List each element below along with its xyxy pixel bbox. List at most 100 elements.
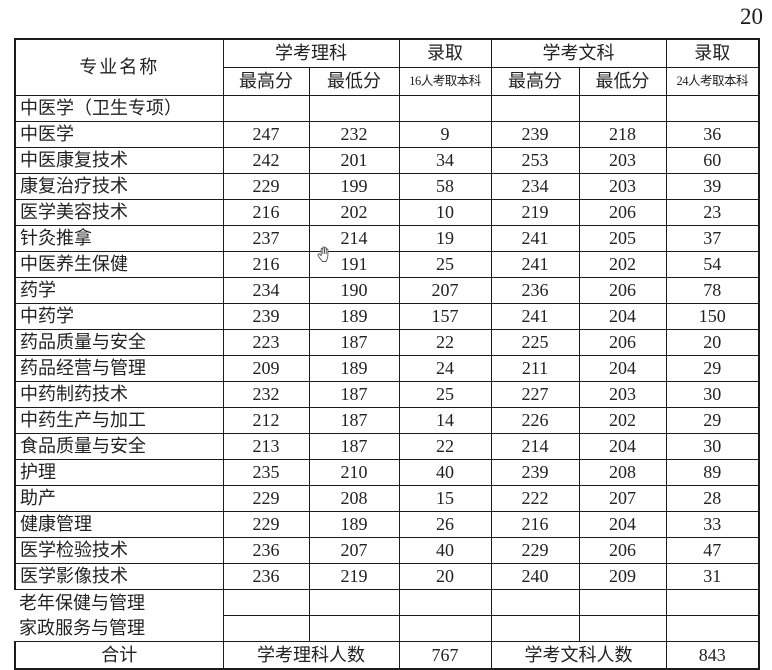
score-cell: 157 xyxy=(398,303,492,330)
score-cell: 10 xyxy=(398,199,492,226)
science-count-value: 767 xyxy=(398,641,492,670)
table-row: 中药生产与加工 212 187 14 226 202 29 xyxy=(14,407,760,434)
score-cell: 239 xyxy=(222,303,310,330)
score-cell: 214 xyxy=(308,225,400,252)
score-cell: 206 xyxy=(578,537,667,564)
score-cell: 9 xyxy=(398,121,492,148)
table-row: 中药学 239 189 157 241 204 150 xyxy=(14,303,760,330)
score-cell: 89 xyxy=(665,459,760,486)
program-name-cell: 医学影像技术 xyxy=(14,563,224,590)
score-cell: 229 xyxy=(222,485,310,512)
header-arts-group: 学考文科 xyxy=(490,38,667,68)
table-row: 食品质量与安全 213 187 22 214 204 30 xyxy=(14,433,760,460)
score-cell: 20 xyxy=(665,329,760,356)
header-arts-min: 最低分 xyxy=(578,67,667,96)
score-cell: 150 xyxy=(665,303,760,330)
table-footer: 合计 学考理科人数 767 学考文科人数 843 xyxy=(14,641,760,670)
table-row: 中药制药技术 232 187 25 227 203 30 xyxy=(14,381,760,408)
score-cell: 28 xyxy=(665,485,760,512)
score-cell: 22 xyxy=(398,433,492,460)
score-cell: 187 xyxy=(308,407,400,434)
score-cell: 227 xyxy=(490,381,580,408)
score-cell: 14 xyxy=(398,407,492,434)
score-cell: 187 xyxy=(308,381,400,408)
score-cell: 219 xyxy=(490,199,580,226)
score-cell: 24 xyxy=(398,355,492,382)
score-cell xyxy=(490,589,580,616)
score-cell xyxy=(490,615,580,642)
score-cell: 241 xyxy=(490,303,580,330)
score-cell: 253 xyxy=(490,147,580,174)
score-cell: 54 xyxy=(665,251,760,278)
score-cell: 225 xyxy=(490,329,580,356)
score-cell: 187 xyxy=(308,433,400,460)
program-name-cell: 医学检验技术 xyxy=(14,537,224,564)
score-cell: 229 xyxy=(490,537,580,564)
score-cell: 201 xyxy=(308,147,400,174)
program-name-cell: 中医学 xyxy=(14,121,224,148)
score-cell: 78 xyxy=(665,277,760,304)
score-cell: 23 xyxy=(665,199,760,226)
table-row: 中医学（卫生专项） xyxy=(14,95,760,122)
program-name-cell: 助产 xyxy=(14,485,224,512)
program-name-cell: 中药学 xyxy=(14,303,224,330)
score-cell: 218 xyxy=(578,121,667,148)
score-cell: 207 xyxy=(578,485,667,512)
header-arts-max: 最高分 xyxy=(490,67,580,96)
score-cell: 216 xyxy=(222,199,310,226)
program-name-cell: 药品经营与管理 xyxy=(14,355,224,382)
score-cell: 207 xyxy=(308,537,400,564)
table-body: 中医学（卫生专项） 中医学 247 232 9 239 218 36 中医康复技术 242 201 3… xyxy=(14,95,760,642)
program-name-cell: 药学 xyxy=(14,277,224,304)
score-cell xyxy=(398,615,492,642)
score-cell: 29 xyxy=(665,355,760,382)
score-cell: 34 xyxy=(398,147,492,174)
table-row: 药品经营与管理 209 189 24 211 204 29 xyxy=(14,355,760,382)
arts-count-value: 843 xyxy=(665,641,760,670)
header-science-max: 最高分 xyxy=(222,67,310,96)
score-cell xyxy=(222,615,310,642)
score-cell: 206 xyxy=(578,329,667,356)
score-cell: 219 xyxy=(308,563,400,590)
page-number: 20 xyxy=(740,4,763,29)
score-cell: 209 xyxy=(578,563,667,590)
score-cell: 239 xyxy=(490,121,580,148)
score-cell: 241 xyxy=(490,225,580,252)
total-row: 合计 学考理科人数 767 学考文科人数 843 xyxy=(14,641,760,670)
score-cell xyxy=(665,589,760,616)
score-cell xyxy=(308,95,400,122)
table-row xyxy=(15,615,760,642)
score-cell: 30 xyxy=(665,433,760,460)
score-cell: 208 xyxy=(308,485,400,512)
table-header: 专业名称 学考理科 录取 学考文科 录取 最高分 最低分 16人考取本科 最高分… xyxy=(14,38,760,96)
score-cell: 216 xyxy=(222,251,310,278)
score-cell: 31 xyxy=(665,563,760,590)
total-label: 合计 xyxy=(14,641,224,670)
score-cell: 210 xyxy=(308,459,400,486)
score-cell: 232 xyxy=(308,121,400,148)
score-cell: 232 xyxy=(222,381,310,408)
score-cell xyxy=(578,95,667,122)
program-name-cell: 中药生产与加工 xyxy=(14,407,224,434)
table-row: 药学 234 190 207 236 206 78 xyxy=(14,277,760,304)
score-cell: 211 xyxy=(490,355,580,382)
table-row: 药品质量与安全 223 187 22 225 206 20 xyxy=(14,329,760,356)
score-cell xyxy=(222,95,310,122)
merged-program-line: 老年保健与管理 xyxy=(19,592,145,613)
score-cell: 60 xyxy=(665,147,760,174)
score-cell xyxy=(665,95,760,122)
score-cell: 241 xyxy=(490,251,580,278)
score-cell: 36 xyxy=(665,121,760,148)
score-cell: 189 xyxy=(308,355,400,382)
score-cell: 236 xyxy=(490,277,580,304)
score-cell: 235 xyxy=(222,459,310,486)
score-cell: 209 xyxy=(222,355,310,382)
score-cell: 191 xyxy=(308,251,400,278)
table-row: 康复治疗技术 229 199 58 234 203 39 xyxy=(14,173,760,200)
score-cell xyxy=(308,615,400,642)
table-row: 老年保健与管理 家政服务与管理 xyxy=(15,589,760,642)
score-cell: 202 xyxy=(578,407,667,434)
score-cell: 199 xyxy=(308,173,400,200)
score-cell: 190 xyxy=(308,277,400,304)
header-program-name: 专业名称 xyxy=(14,38,224,96)
